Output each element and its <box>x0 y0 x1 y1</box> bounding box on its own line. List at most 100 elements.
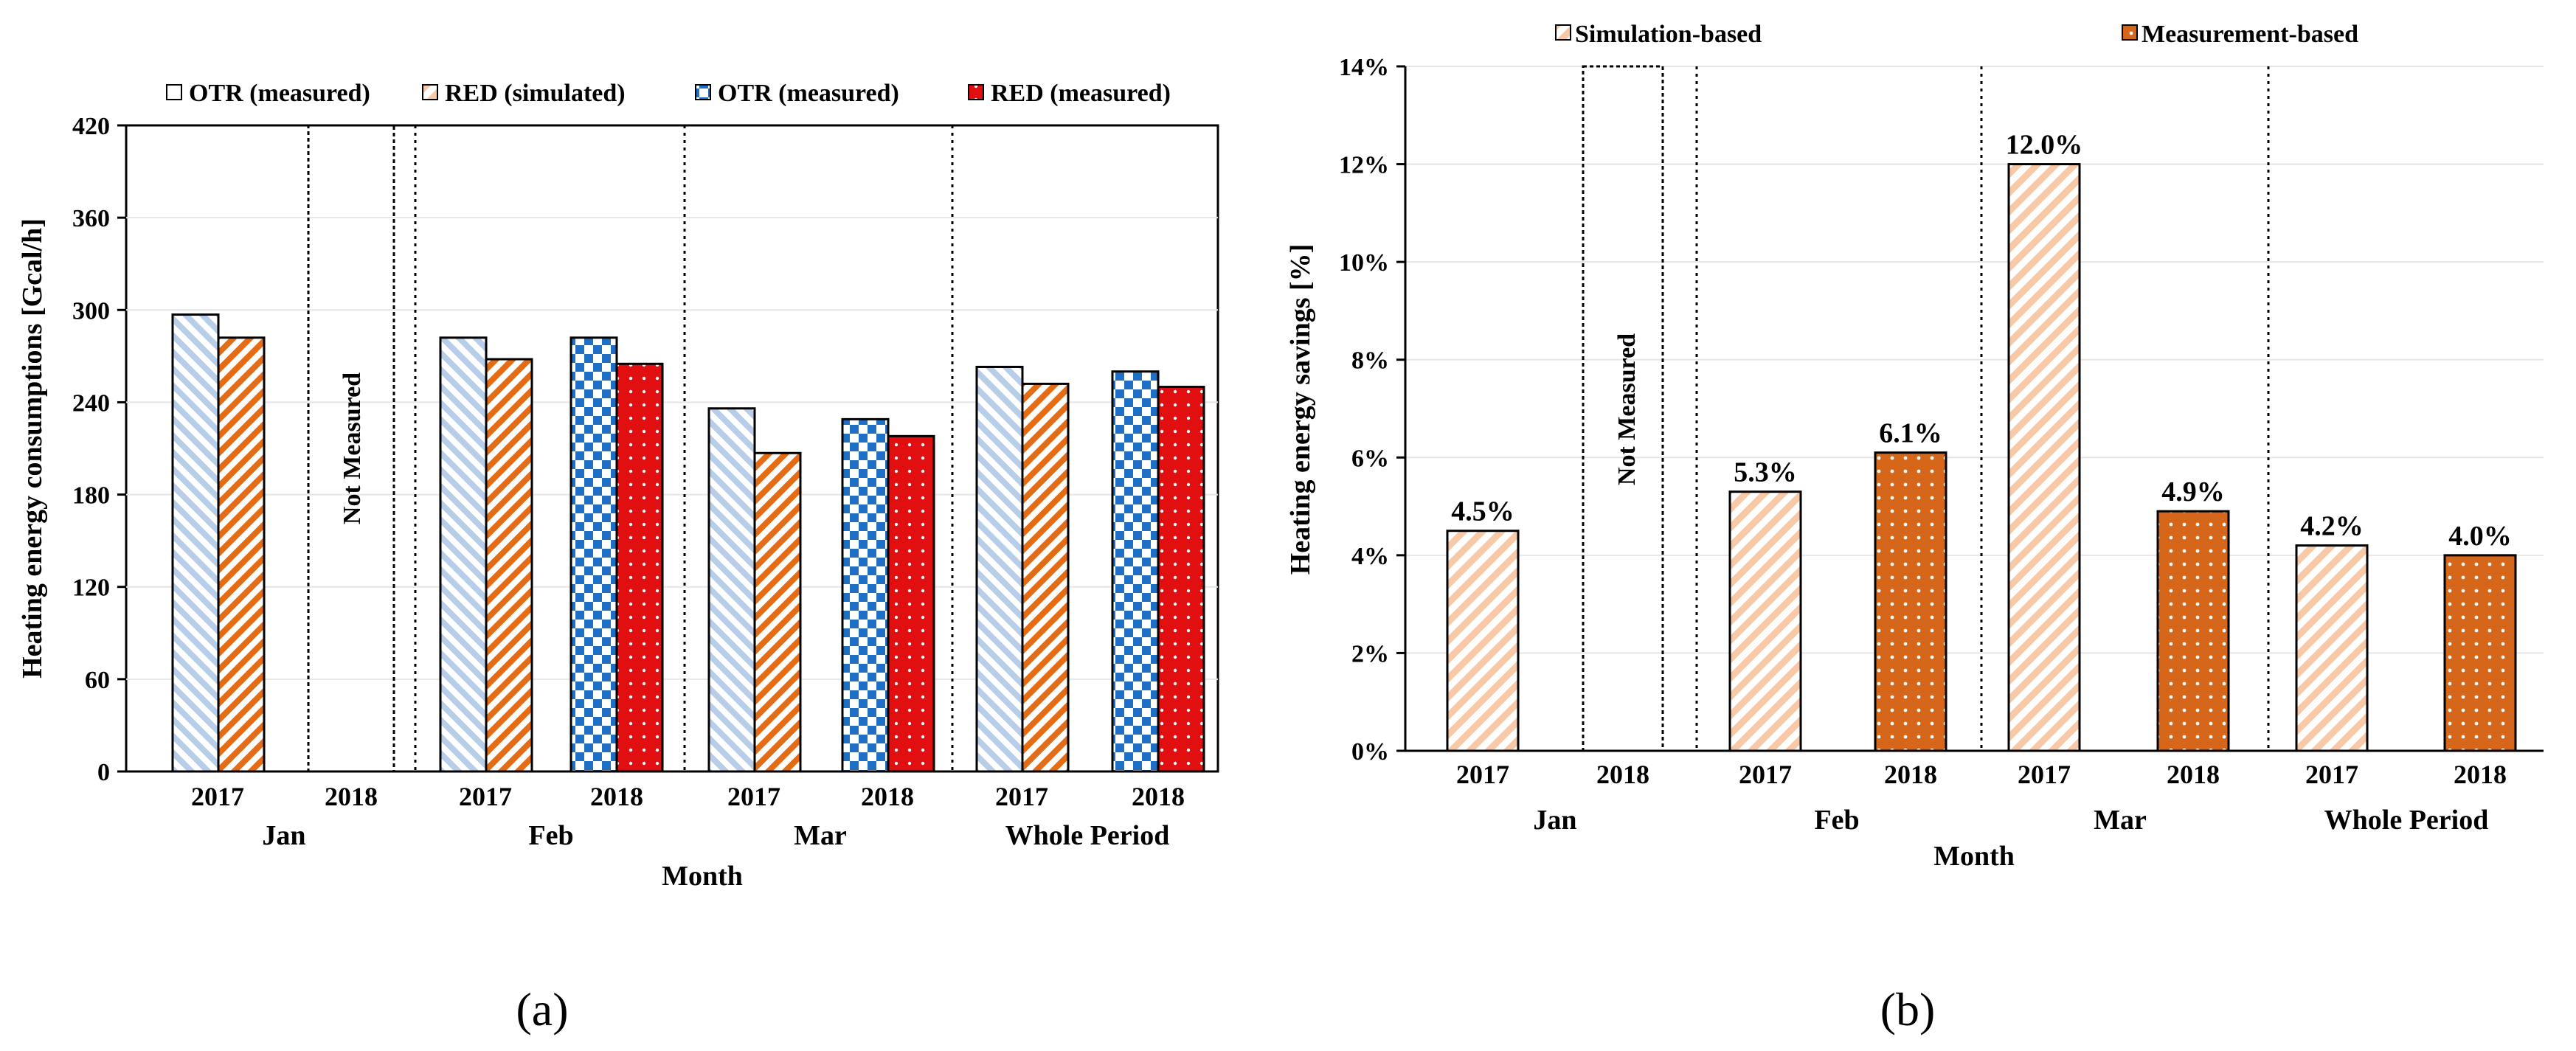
legend-swatch-otr-measured-2018 <box>695 84 711 100</box>
panel-b-x-axis-title: Month <box>1933 841 2015 872</box>
panel-b-y-tick-label: 10% <box>1339 249 1389 277</box>
panel-a-x-tick-label: 2017 <box>459 782 512 811</box>
panel-b-group-separators <box>1695 66 2270 751</box>
panel-a-y-tick-label: 420 <box>72 113 110 140</box>
legend-swatch-measurement-based <box>2122 24 2138 41</box>
panel-b-y-ticks: 0% 2% 4% 6% 8% 10% 12% 14% <box>1339 54 1405 766</box>
legend-swatch-red-simulated <box>422 84 438 100</box>
panel-b-y-tick-label: 8% <box>1351 347 1389 375</box>
bar-otr-measured-2017 <box>975 365 1024 773</box>
bar-otr-measured-2018 <box>841 417 890 773</box>
panel-b-y-tick-label: 4% <box>1351 543 1389 570</box>
legend-swatch-red-measured <box>968 84 984 100</box>
legend-label-otr-measured-2018: OTR (measured) <box>718 80 899 107</box>
panel-a-y-tick-label: 300 <box>72 297 110 325</box>
panel-a-x-tick-label: 2018 <box>590 782 643 811</box>
panel-a-x-tick-label: 2017 <box>191 782 244 811</box>
panel-a-group-labels: Jan Feb Mar Whole Period <box>262 820 1169 851</box>
panel-a-x-axis-title: Month <box>662 861 743 892</box>
panel-a-y-tick-label: 120 <box>72 575 110 602</box>
bar-measurement-based-2018 <box>2443 554 2517 752</box>
bar-otr-measured-2018 <box>569 336 618 773</box>
bar-measurement-based-2018 <box>1874 451 1947 752</box>
panel-a-x-tick-label: 2017 <box>727 782 780 811</box>
panel-a-y-tick-label: 180 <box>72 482 110 510</box>
bar-red-simulated-2017 <box>1021 382 1070 773</box>
panel-a-x-tick-labels: 2017 2018 2017 2018 2017 2018 2017 2018 <box>191 782 1185 811</box>
panel-b-x-tick-label: 2017 <box>1739 760 1792 789</box>
panel-b-x-tick-label: 2018 <box>1884 760 1937 789</box>
panel-a-not-measured-box: Not Measured <box>307 124 395 773</box>
bar-measurement-based-2018 <box>2156 510 2230 752</box>
panel-b-x-tick-labels: 2017 2018 2017 2018 2017 2018 2017 2018 <box>1456 760 2507 789</box>
panel-a-group-label: Jan <box>262 820 305 851</box>
panel-b-data-labels: 4.5% 5.3% 12.0% 4.2% 6.1% 4.9% 4.0% <box>1451 130 2512 552</box>
panel-b-legend: Simulation-based Measurement-based <box>1555 21 2358 48</box>
bar-red-simulated-2017 <box>217 336 266 773</box>
panel-a-not-measured-label: Not Measured <box>339 372 366 524</box>
panel-b-x-tick-label: 2018 <box>2167 760 2220 789</box>
legend-label-otr-measured-2017: OTR (measured) <box>189 80 370 107</box>
panel-b-group-labels: Jan Feb Mar Whole Period <box>1533 805 2488 836</box>
panel-a-group-label: Feb <box>528 820 573 851</box>
panel-a-x-tick-label: 2017 <box>995 782 1048 811</box>
legend-swatch-otr-measured-2017 <box>166 84 182 100</box>
bar-red-measured-2018 <box>887 434 935 773</box>
panel-a-x-tick-label: 2018 <box>325 782 378 811</box>
panel-b-group-label: Mar <box>2094 805 2147 836</box>
bar-otr-measured-2017 <box>439 336 488 773</box>
panel-a-plot-frame <box>125 124 1219 773</box>
panel-b-x-tick-label: 2017 <box>2305 760 2358 789</box>
panel-a-y-axis-title: Heating energy consumptions [Gcal/h] <box>17 218 48 679</box>
panel-b-y-tick-label: 6% <box>1351 445 1389 472</box>
panel-b-x-tick-label: 2018 <box>2454 760 2507 789</box>
bar-otr-measured-2017 <box>707 407 756 773</box>
panel-b-chart: 0% 2% 4% 6% 8% 10% 12% 14% Not Measured 4.5% 5.3… <box>1285 21 2544 1036</box>
bar-otr-measured-2017 <box>171 313 220 773</box>
bar-red-measured-2018 <box>615 362 664 773</box>
panel-b-group-label: Jan <box>1533 805 1576 836</box>
panel-b-group-label: Whole Period <box>2324 805 2489 836</box>
panel-b-not-measured-box: Not Measured <box>1582 65 1664 752</box>
panel-a-y-tick-label: 60 <box>85 667 110 694</box>
panel-b-x-tick-label: 2017 <box>1456 760 1509 789</box>
bar-red-simulated-2017 <box>753 451 802 773</box>
panel-b-y-tick-label: 2% <box>1351 640 1389 667</box>
panel-b-data-label: 6.1% <box>1879 418 1942 449</box>
bar-red-measured-2018 <box>1157 386 1205 773</box>
bar-red-simulated-2017 <box>485 358 533 773</box>
panel-b-group-label: Feb <box>1814 805 1859 836</box>
legend-label-measurement-based: Measurement-based <box>2142 21 2358 48</box>
panel-b-caption: (b) <box>1880 983 1936 1036</box>
bar-simulation-based-2017 <box>1446 530 1520 752</box>
panel-a-y-ticks: 0 60 120 180 240 300 360 420 <box>72 113 126 786</box>
panel-a-x-tick-label: 2018 <box>1132 782 1185 811</box>
panel-b-gridlines <box>1405 66 2544 654</box>
bar-simulation-based-2017 <box>2007 163 2081 752</box>
legend-label-red-measured: RED (measured) <box>991 80 1171 107</box>
panel-b-data-label: 5.3% <box>1734 457 1797 488</box>
panel-a-group-label: Mar <box>794 820 847 851</box>
panel-a-y-tick-label: 240 <box>72 389 110 417</box>
panel-b-data-label: 4.9% <box>2161 476 2225 507</box>
panel-a-x-tick-label: 2018 <box>861 782 914 811</box>
panel-a-bars <box>171 313 1205 773</box>
panel-b-y-axis-title: Heating energy savings [%] <box>1285 244 1316 575</box>
panel-b-y-tick-label: 14% <box>1339 54 1389 81</box>
panel-b-data-label: 4.2% <box>2300 511 2364 542</box>
panel-a-y-tick-label: 0 <box>97 759 110 786</box>
panel-b-y-tick-label: 12% <box>1339 152 1389 179</box>
legend-label-red-simulated: RED (simulated) <box>445 80 626 107</box>
panel-b-data-label: 4.5% <box>1451 496 1514 527</box>
panel-b-x-tick-label: 2018 <box>1596 760 1649 789</box>
legend-label-simulation-based: Simulation-based <box>1575 21 1762 48</box>
panel-b-data-label: 4.0% <box>2448 521 2512 552</box>
panel-a-caption: (a) <box>516 983 568 1036</box>
panel-b-x-tick-label: 2017 <box>2018 760 2071 789</box>
panel-b-y-tick-label: 0% <box>1351 738 1389 766</box>
panel-b-data-label: 12.0% <box>2006 130 2083 161</box>
bar-otr-measured-2018 <box>1111 370 1160 773</box>
panel-a-group-separators <box>414 125 954 771</box>
